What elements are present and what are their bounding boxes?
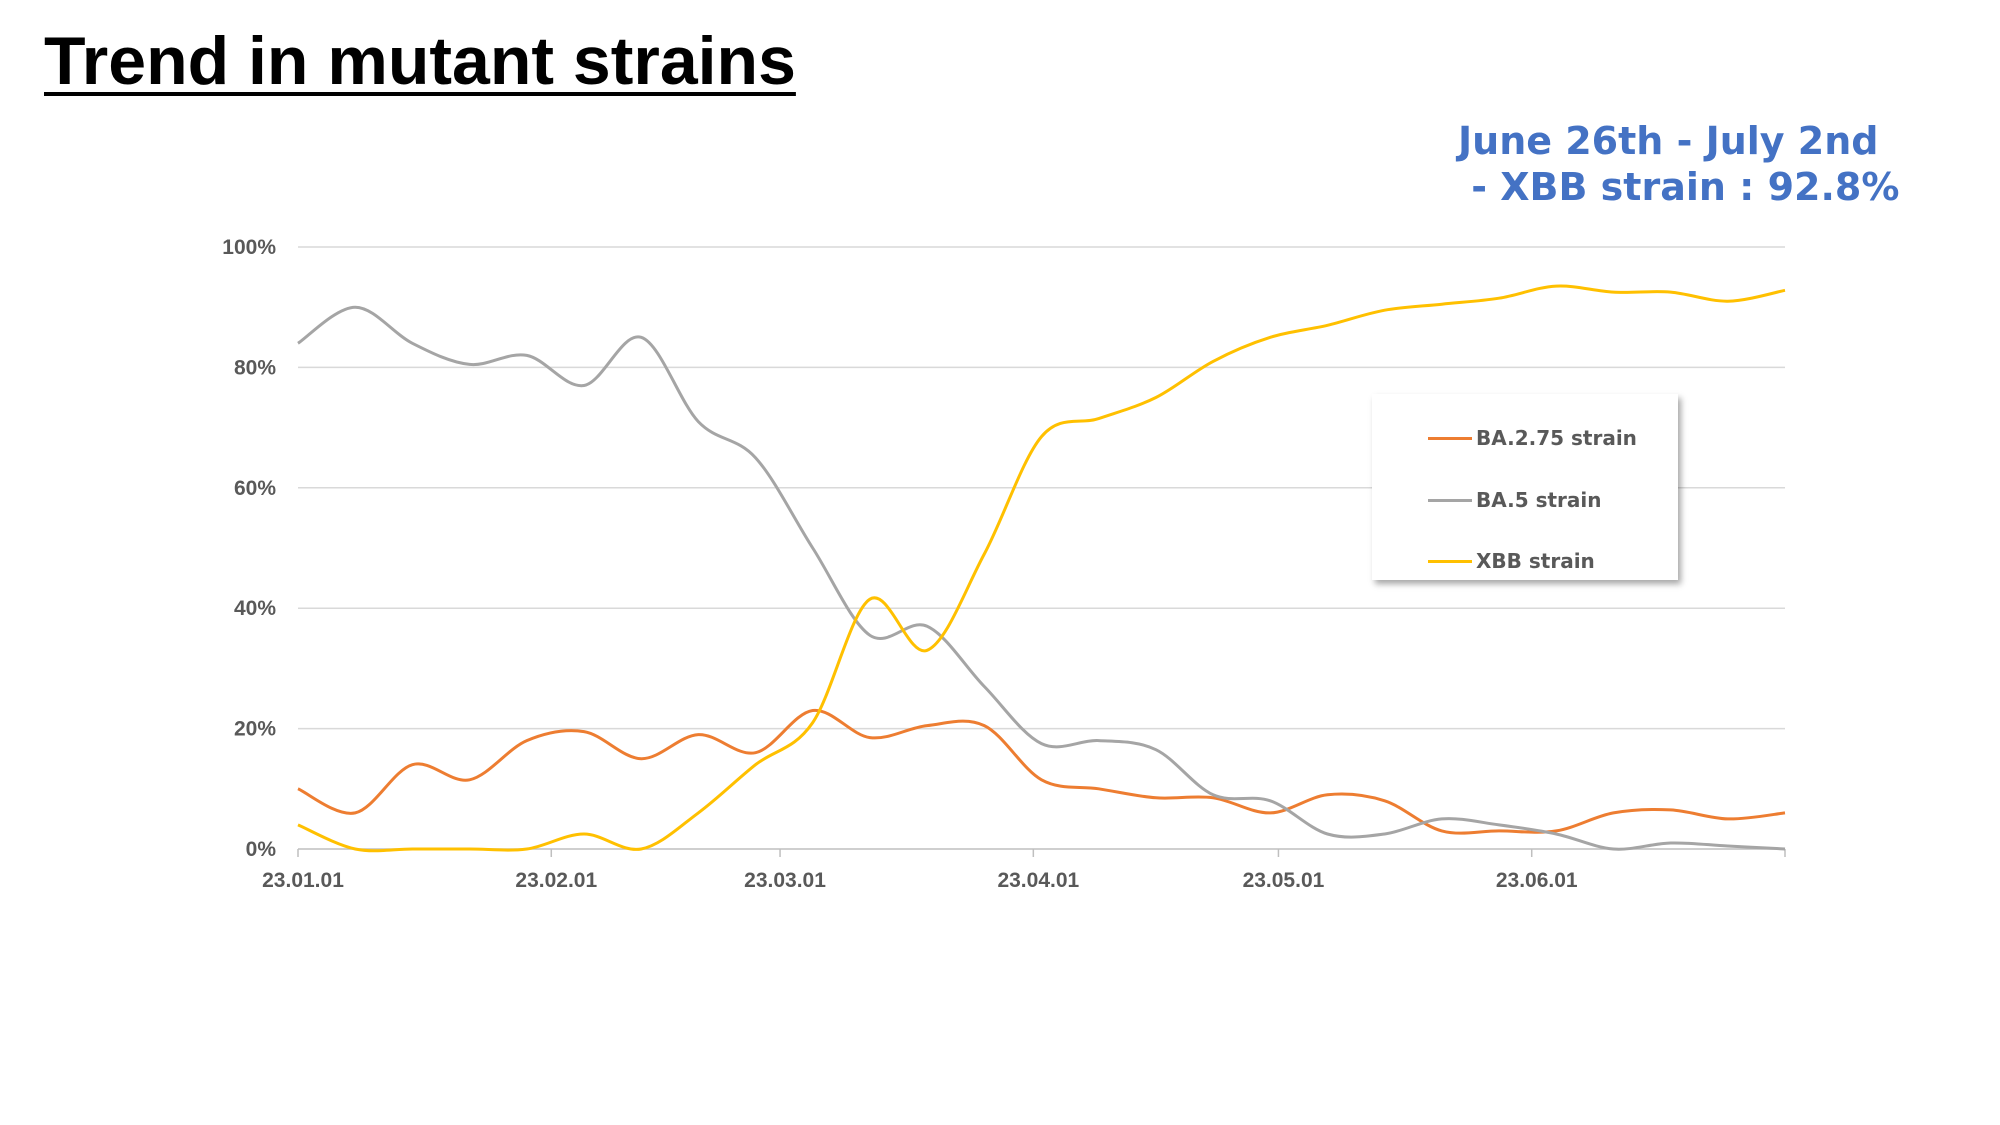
page-title: Trend in mutant strains (44, 23, 796, 99)
legend-swatch-ba5 (1428, 498, 1472, 502)
xbb-annotation: June 26th - July 2nd - XBB strain : 92.8… (1458, 119, 1900, 209)
legend-swatch-xbb (1428, 559, 1472, 563)
legend-label-xbb: XBB strain (1476, 549, 1595, 573)
y-tick-label: 20% (234, 718, 276, 741)
y-tick-label: 100% (222, 236, 276, 259)
legend-item-xbb: XBB strain (1428, 546, 1595, 576)
x-tick-label: 23.04.01 (997, 869, 1079, 892)
legend-swatch-ba275 (1428, 436, 1472, 440)
x-tick-label: 23.02.01 (515, 869, 597, 892)
x-axis-ticks: 23.01.01 23.02.01 23.03.01 23.04.01 23.05.01… (262, 849, 1786, 892)
legend-item-ba5: BA.5 strain (1428, 485, 1602, 515)
x-tick-label: 23.03.01 (744, 869, 826, 892)
series-line-ba275 (297, 708, 1786, 835)
x-tick-label: 23.01.01 (262, 869, 344, 892)
y-axis-ticks: 0% 20% 40% 60% 80% 100% (222, 236, 276, 861)
x-tick-label: 23.05.01 (1243, 869, 1325, 892)
legend-item-ba275: BA.2.75 strain (1428, 423, 1637, 453)
y-tick-label: 60% (234, 477, 276, 500)
series-line-ba5 (297, 305, 1786, 851)
y-tick-label: 80% (234, 356, 276, 379)
legend-label-ba275: BA.2.75 strain (1476, 426, 1637, 450)
legend-label-ba5: BA.5 strain (1476, 488, 1602, 512)
x-tick-label: 23.06.01 (1496, 869, 1578, 892)
y-tick-label: 0% (246, 838, 277, 861)
series-line-xbb (297, 284, 1786, 853)
y-tick-label: 40% (234, 597, 276, 620)
series-lines (297, 284, 1786, 853)
legend: BA.2.75 strain BA.5 strain XBB strain (1372, 394, 1678, 580)
